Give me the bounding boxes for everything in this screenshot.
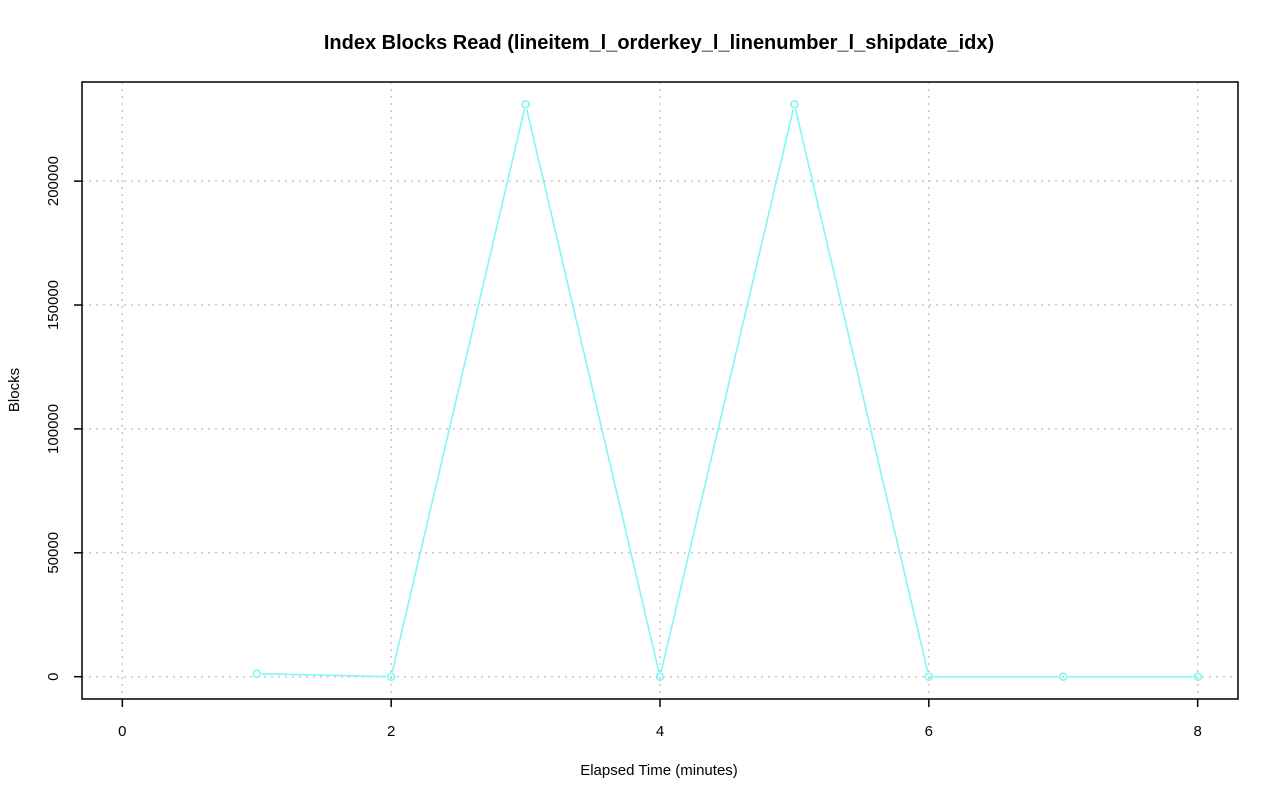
- data-point: [1193, 672, 1202, 681]
- data-point: [521, 100, 530, 109]
- y-axis: 0 50000 100000 150000 200000: [45, 156, 82, 681]
- x-tick-label: 0: [118, 723, 126, 740]
- grid: [82, 82, 1238, 699]
- x-tick-label: 6: [925, 723, 933, 740]
- series-line-segment: [391, 108, 526, 673]
- data-point: [386, 672, 396, 681]
- data-point: [924, 672, 934, 681]
- series-layer: [252, 100, 1202, 681]
- data-point: [1058, 672, 1068, 681]
- series-line-segment: [525, 108, 660, 673]
- data-point: [790, 100, 799, 109]
- series-line-segment: [660, 108, 795, 673]
- x-axis: 0 2 4 6 8: [118, 699, 1202, 740]
- y-axis-label: Blocks: [6, 368, 23, 412]
- series-line-segment: [261, 673, 387, 678]
- x-tick-label: 2: [387, 723, 395, 740]
- x-tick-label: 4: [656, 723, 664, 740]
- y-tick-label: 200000: [45, 156, 62, 206]
- x-axis-label: Elapsed Time (minutes): [580, 762, 738, 779]
- x-tick-label: 8: [1194, 723, 1202, 740]
- series-line-segment: [794, 108, 929, 673]
- series-0: [252, 100, 1202, 681]
- chart-title: Index Blocks Read (lineitem_l_orderkey_l…: [324, 32, 994, 54]
- y-tick-label: 0: [45, 673, 62, 681]
- data-point: [655, 672, 665, 681]
- y-tick-label: 50000: [45, 532, 62, 574]
- y-tick-label: 150000: [45, 280, 62, 330]
- y-tick-label: 100000: [45, 404, 62, 454]
- data-point: [252, 669, 262, 679]
